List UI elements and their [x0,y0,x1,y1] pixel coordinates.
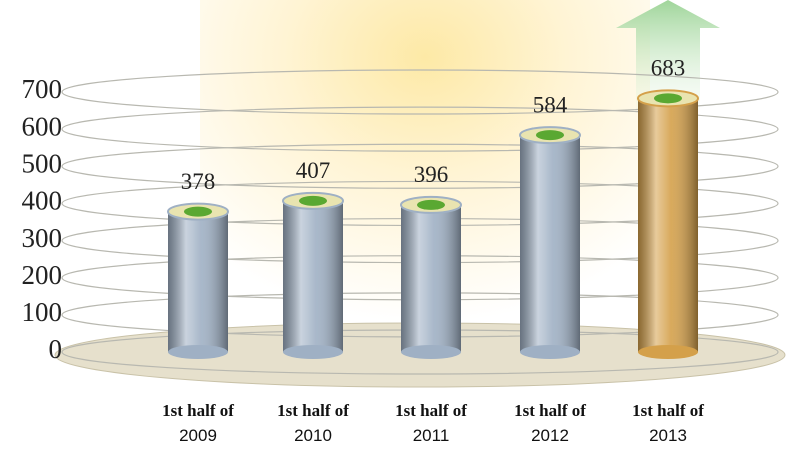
x-tick-label: 1st half of 2010 [277,401,349,446]
grid-ring [61,69,779,115]
bar-shade [638,98,698,352]
grid-ring [61,106,779,152]
x-tick-label: 1st half of 2009 [162,401,234,446]
bar-shade [401,204,461,352]
bar-top-icon [536,130,564,141]
y-tick-label: 600 [22,111,63,141]
bar-bottom [401,345,461,359]
plot: 0 100 200 300 400 500 600 700 378 1st half of 2009… [22,56,779,446]
grid-ring [61,143,779,189]
y-tick-label: 100 [22,297,63,327]
bar-shade [520,135,580,352]
bar-bottom [520,345,580,359]
bar-top-icon [654,93,682,104]
y-tick-label: 300 [22,223,63,253]
bar-shade [283,200,343,352]
bar-bottom [283,345,343,359]
growth-arrow [616,0,720,110]
data-label: 683 [651,56,686,81]
y-tick-label: 700 [22,74,63,104]
y-tick-label: 500 [22,148,63,178]
bar-top-icon [299,195,327,206]
data-label: 407 [296,158,331,183]
y-tick-label: 0 [49,334,63,364]
bar-top-icon [184,206,212,217]
bar-bottom [638,345,698,359]
y-tick-label: 200 [22,260,63,290]
bar-shade [168,211,228,352]
data-label: 584 [533,92,568,117]
y-tick-label: 400 [22,186,63,216]
x-tick-label: 1st half of 2011 [395,401,467,446]
bar-bottom [168,345,228,359]
x-tick-label: 1st half of 2013 [632,401,704,446]
bar-top-icon [417,199,445,210]
data-label: 396 [414,162,449,187]
data-label: 378 [181,169,216,194]
x-tick-label: 1st half of 2012 [514,401,586,446]
